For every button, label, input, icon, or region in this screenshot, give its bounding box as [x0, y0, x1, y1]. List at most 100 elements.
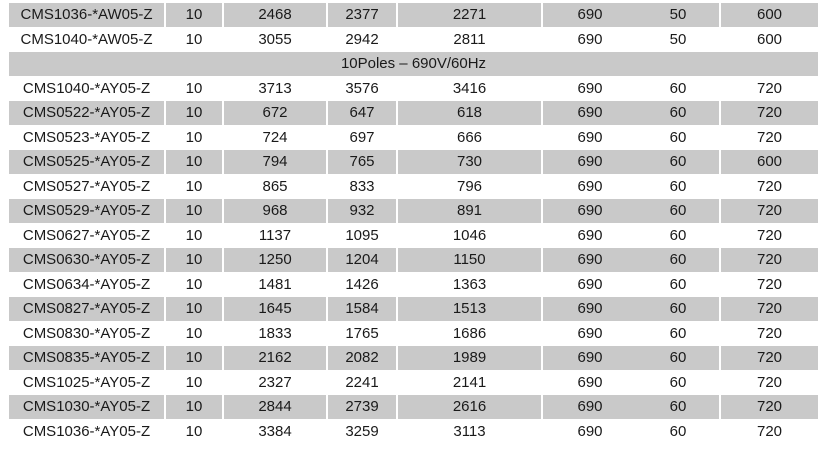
cell-poles: 10: [164, 418, 223, 444]
table-row: CMS0827-*AY05-Z 10 1645 1584 1513 690 60 720: [9, 296, 818, 321]
cell-value-3: 666: [396, 124, 542, 150]
cell-poles: 10: [164, 394, 223, 419]
cell-speed: 720: [719, 75, 818, 101]
cell-frequency: 60: [637, 271, 720, 297]
cell-value-2: 1584: [326, 296, 397, 321]
table-row: CMS0634-*AY05-Z 10 1481 1426 1363 690 60 720: [9, 271, 818, 297]
cell-voltage: 690: [541, 369, 637, 395]
cell-model: CMS0827-*AY05-Z: [9, 296, 165, 321]
table-row: CMS0630-*AY05-Z 10 1250 1204 1150 690 60 720: [9, 247, 818, 272]
cell-value-1: 3055: [222, 26, 327, 52]
cell-voltage: 690: [541, 345, 637, 370]
cell-value-3: 1513: [396, 296, 542, 321]
cell-model: CMS0523-*AY05-Z: [9, 124, 165, 150]
cell-poles: 10: [164, 149, 223, 174]
cell-frequency: 60: [637, 75, 720, 101]
cell-poles: 10: [164, 222, 223, 248]
cell-poles: 10: [164, 320, 223, 346]
cell-value-3: 891: [396, 198, 542, 223]
cell-poles: 10: [164, 247, 223, 272]
table-row: CMS0522-*AY05-Z 10 672 647 618 690 60 720: [9, 100, 818, 125]
cell-speed: 720: [719, 271, 818, 297]
cell-poles: 10: [164, 2, 223, 27]
cell-value-1: 2468: [222, 2, 327, 27]
cell-value-2: 1765: [326, 320, 397, 346]
table-row: CMS1036-*AW05-Z 10 2468 2377 2271 690 50 600: [9, 2, 818, 27]
cell-speed: 720: [719, 173, 818, 199]
cell-model: CMS0525-*AY05-Z: [9, 149, 165, 174]
cell-voltage: 690: [541, 75, 637, 101]
table-row: CMS0523-*AY05-Z 10 724 697 666 690 60 720: [9, 124, 818, 150]
cell-voltage: 690: [541, 26, 637, 52]
cell-frequency: 60: [637, 247, 720, 272]
cell-poles: 10: [164, 124, 223, 150]
cell-frequency: 60: [637, 345, 720, 370]
cell-poles: 10: [164, 173, 223, 199]
cell-value-2: 2241: [326, 369, 397, 395]
cell-speed: 720: [719, 369, 818, 395]
cell-poles: 10: [164, 271, 223, 297]
cell-voltage: 690: [541, 2, 637, 27]
cell-model: CMS1036-*AW05-Z: [9, 2, 165, 27]
cell-model: CMS1030-*AY05-Z: [9, 394, 165, 419]
cell-model: CMS1036-*AY05-Z: [9, 418, 165, 444]
cell-model: CMS1025-*AY05-Z: [9, 369, 165, 395]
cell-value-1: 3384: [222, 418, 327, 444]
cell-value-1: 1645: [222, 296, 327, 321]
cell-model: CMS0830-*AY05-Z: [9, 320, 165, 346]
cell-frequency: 60: [637, 369, 720, 395]
cell-voltage: 690: [541, 247, 637, 272]
cell-model: CMS0527-*AY05-Z: [9, 173, 165, 199]
cell-value-2: 2942: [326, 26, 397, 52]
cell-voltage: 690: [541, 100, 637, 125]
cell-value-1: 968: [222, 198, 327, 223]
cell-speed: 720: [719, 394, 818, 419]
cell-value-3: 1150: [396, 247, 542, 272]
cell-value-3: 2616: [396, 394, 542, 419]
cell-speed: 720: [719, 100, 818, 125]
cell-poles: 10: [164, 369, 223, 395]
cell-voltage: 690: [541, 394, 637, 419]
cell-value-2: 3576: [326, 75, 397, 101]
cell-speed: 600: [719, 149, 818, 174]
cell-value-2: 697: [326, 124, 397, 150]
cell-value-2: 3259: [326, 418, 397, 444]
cell-value-1: 672: [222, 100, 327, 125]
cell-value-3: 796: [396, 173, 542, 199]
cell-value-1: 3713: [222, 75, 327, 101]
cell-value-1: 794: [222, 149, 327, 174]
cell-voltage: 690: [541, 124, 637, 150]
cell-value-2: 2082: [326, 345, 397, 370]
cell-value-2: 932: [326, 198, 397, 223]
cell-value-3: 3416: [396, 75, 542, 101]
cell-value-3: 1363: [396, 271, 542, 297]
cell-model: CMS0634-*AY05-Z: [9, 271, 165, 297]
cell-voltage: 690: [541, 198, 637, 223]
cell-value-1: 724: [222, 124, 327, 150]
cell-value-3: 2141: [396, 369, 542, 395]
cell-value-1: 1137: [222, 222, 327, 248]
cell-speed: 720: [719, 247, 818, 272]
cell-frequency: 60: [637, 124, 720, 150]
cell-value-1: 865: [222, 173, 327, 199]
cell-value-3: 1686: [396, 320, 542, 346]
cell-speed: 720: [719, 198, 818, 223]
cell-value-2: 647: [326, 100, 397, 125]
cell-value-3: 1046: [396, 222, 542, 248]
cell-frequency: 60: [637, 173, 720, 199]
table-row: CMS0835-*AY05-Z 10 2162 2082 1989 690 60 720: [9, 345, 818, 370]
cell-voltage: 690: [541, 173, 637, 199]
cell-speed: 720: [719, 124, 818, 150]
cell-model: CMS0627-*AY05-Z: [9, 222, 165, 248]
cell-value-2: 1204: [326, 247, 397, 272]
cell-value-1: 1833: [222, 320, 327, 346]
table-row: CMS1040-*AW05-Z 10 3055 2942 2811 690 50 600: [9, 26, 818, 52]
cell-frequency: 60: [637, 418, 720, 444]
cell-speed: 720: [719, 418, 818, 444]
table-row: CMS0529-*AY05-Z 10 968 932 891 690 60 720: [9, 198, 818, 223]
cell-speed: 600: [719, 26, 818, 52]
cell-poles: 10: [164, 198, 223, 223]
section-title: 10Poles – 690V/60Hz: [9, 51, 818, 76]
cell-model: CMS0835-*AY05-Z: [9, 345, 165, 370]
cell-frequency: 60: [637, 320, 720, 346]
